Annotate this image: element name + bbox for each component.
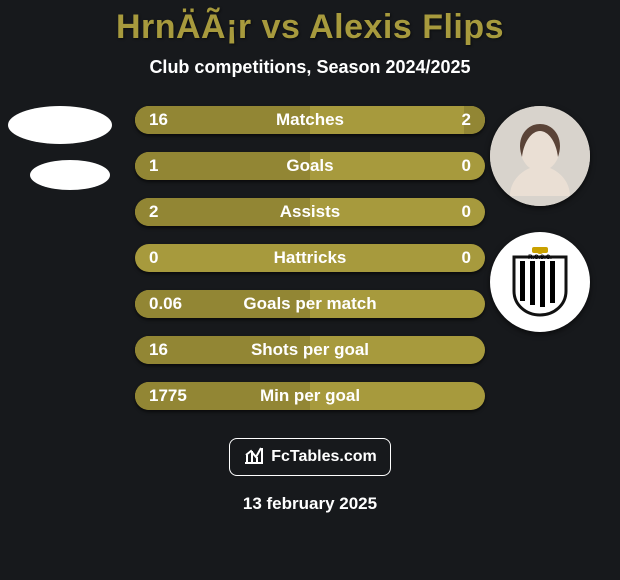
stat-row: 0.06 Goals per match: [135, 290, 485, 318]
stat-label: Min per goal: [135, 382, 485, 410]
svg-text:R.C.S.C.: R.C.S.C.: [528, 255, 552, 261]
brand-label: FcTables.com: [271, 448, 377, 466]
stat-label: Assists: [135, 198, 485, 226]
stat-row: 1 Goals 0: [135, 152, 485, 180]
value-right: 2: [462, 106, 471, 134]
comparison-stage: R.C.S.C. 16 Matches 2 1 Goals 0 2 Assist…: [0, 106, 620, 410]
stat-label: Goals: [135, 152, 485, 180]
player-right-photo: [490, 106, 590, 206]
stat-label: Matches: [135, 106, 485, 134]
stat-row: 0 Hattricks 0: [135, 244, 485, 272]
stat-label: Hattricks: [135, 244, 485, 272]
chart-icon: [243, 445, 265, 470]
stat-row: 16 Shots per goal: [135, 336, 485, 364]
brand-pill: FcTables.com: [229, 438, 391, 476]
value-right: 0: [462, 152, 471, 180]
stat-row: 16 Matches 2: [135, 106, 485, 134]
stat-row: 1775 Min per goal: [135, 382, 485, 410]
player-left-photo-placeholder: [8, 106, 112, 144]
page-subtitle: Club competitions, Season 2024/2025: [0, 57, 620, 78]
stat-label: Goals per match: [135, 290, 485, 318]
value-right: 0: [462, 198, 471, 226]
date-text: 13 february 2025: [0, 494, 620, 514]
page-title: HrnÄÃ¡r vs Alexis Flips: [0, 8, 620, 47]
club-left-logo-placeholder: [30, 160, 110, 190]
club-right-logo: R.C.S.C.: [490, 232, 590, 332]
stat-label: Shots per goal: [135, 336, 485, 364]
value-right: 0: [462, 244, 471, 272]
stat-row: 2 Assists 0: [135, 198, 485, 226]
